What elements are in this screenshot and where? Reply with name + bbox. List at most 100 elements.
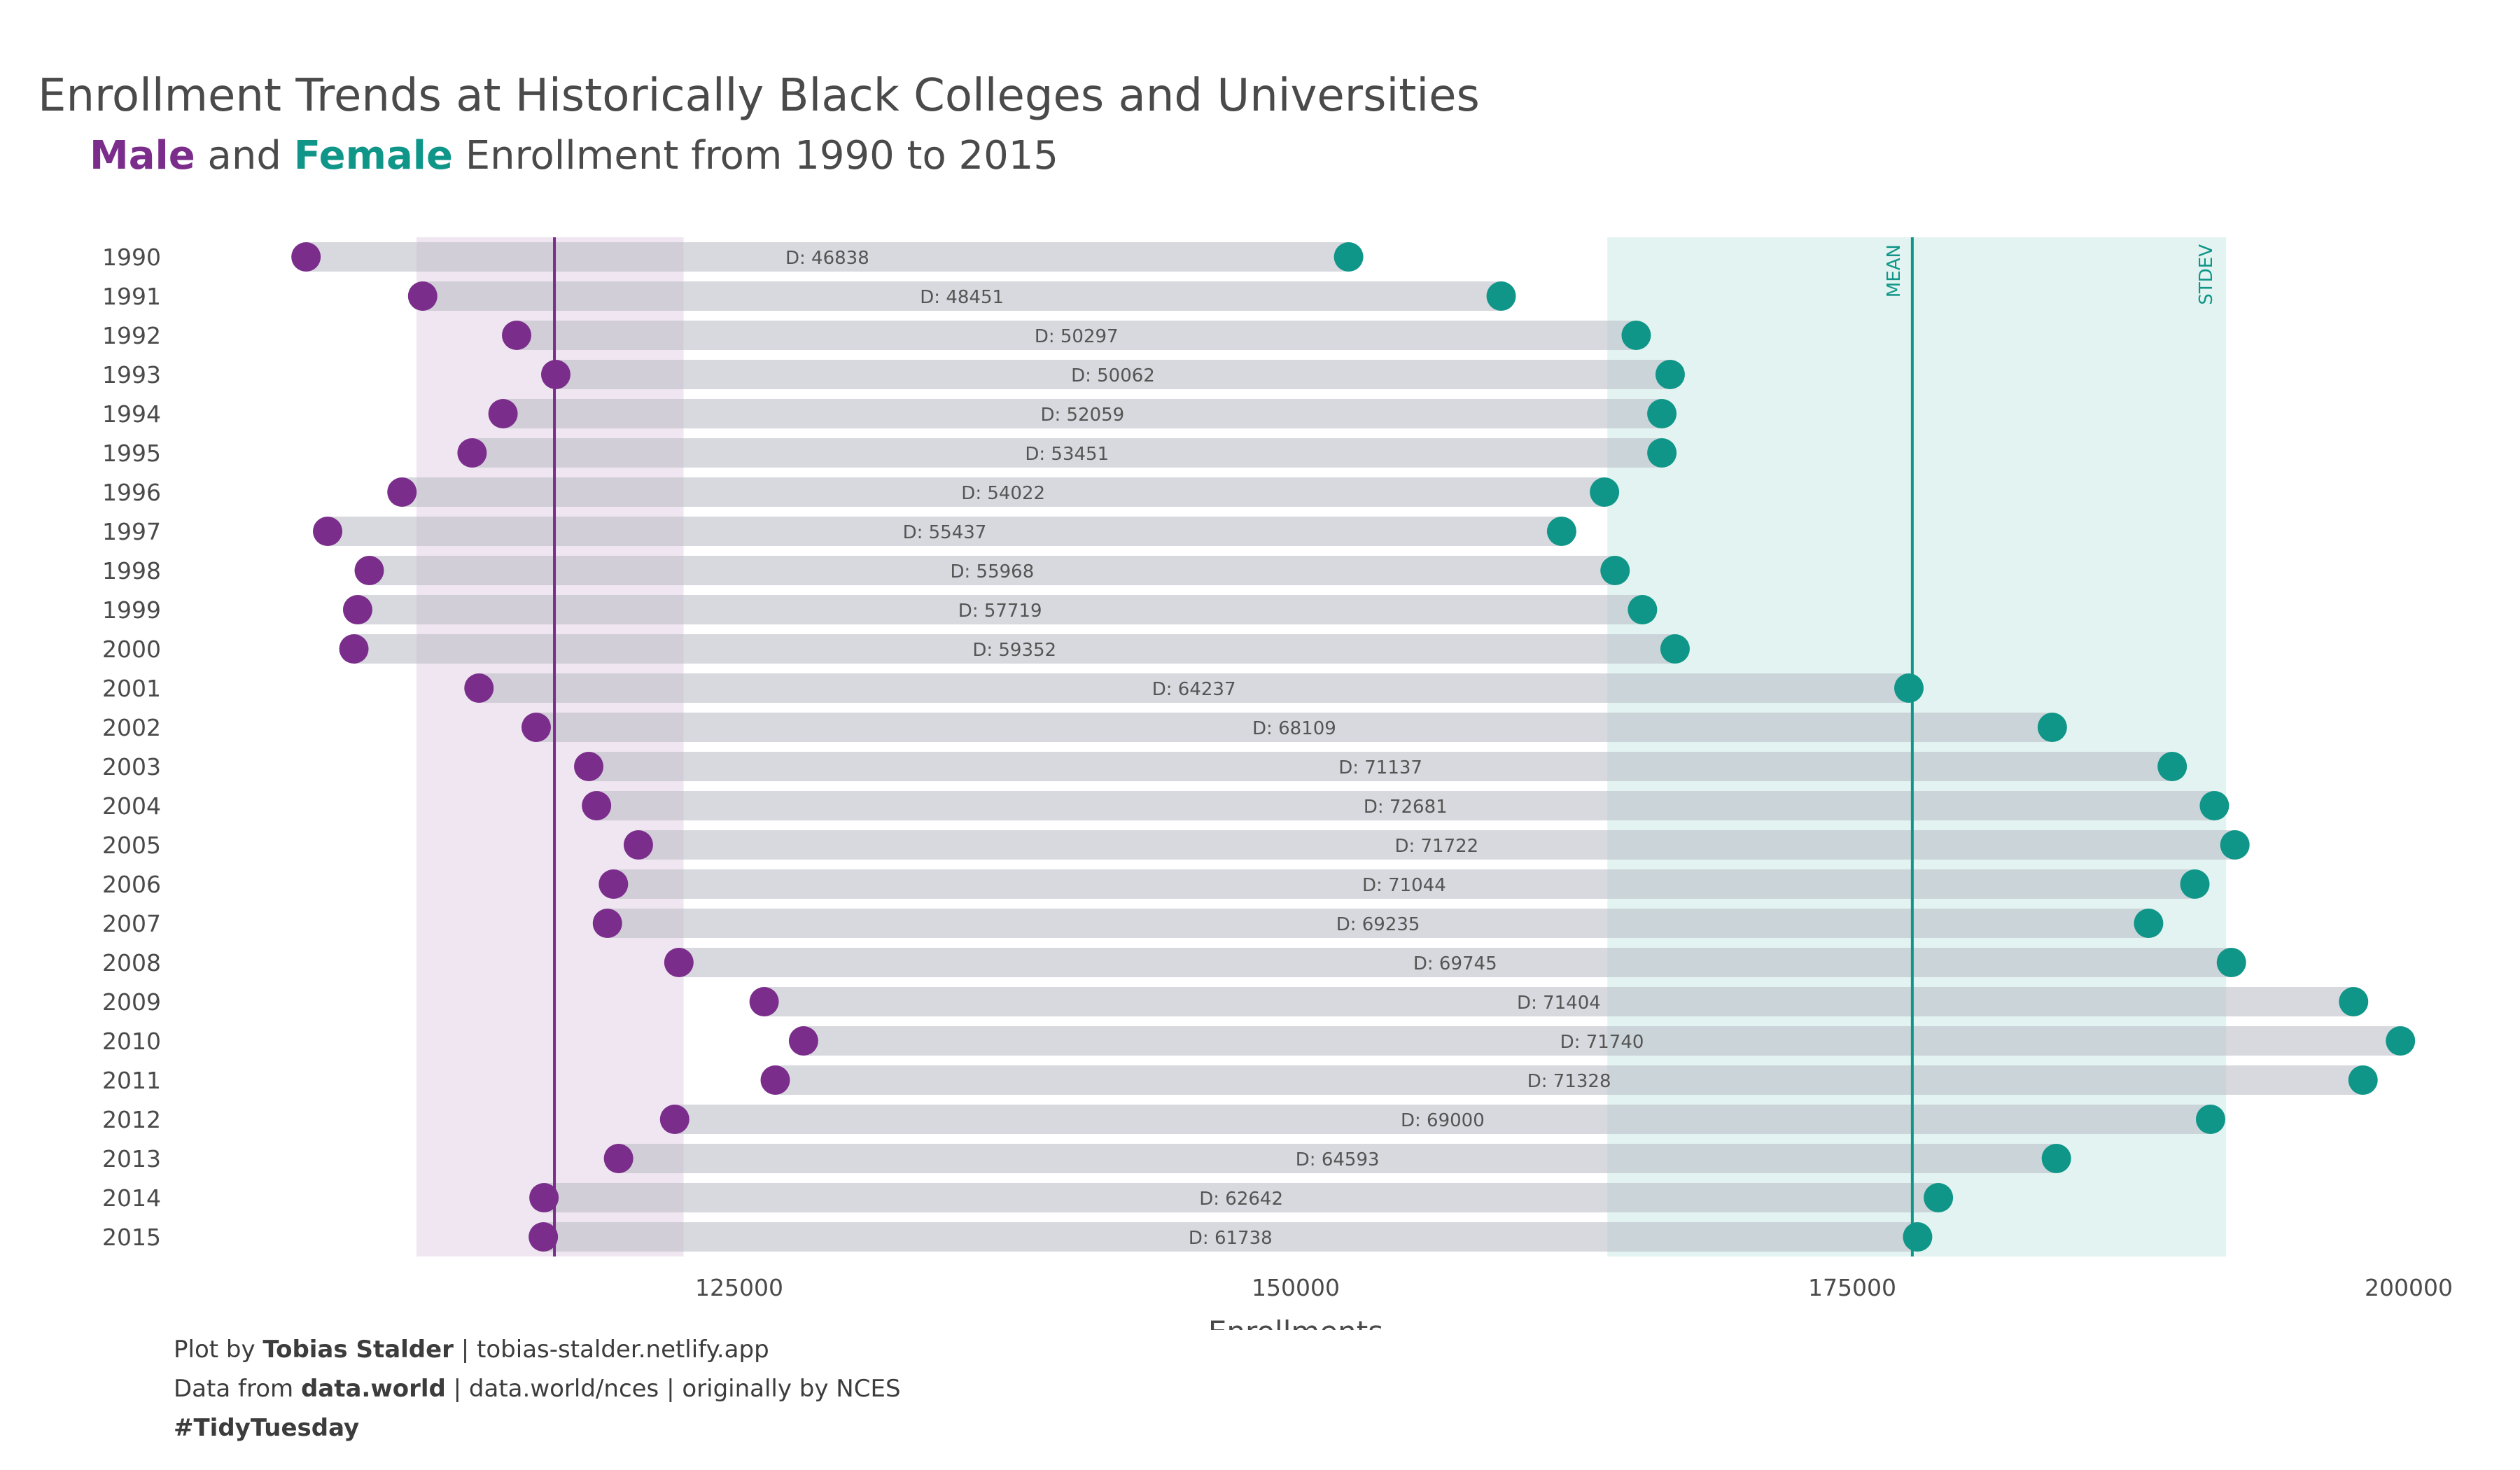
year-label: 1997 bbox=[102, 518, 161, 545]
male-point bbox=[457, 438, 487, 468]
difference-label: D: 59352 bbox=[972, 640, 1056, 661]
difference-bar bbox=[638, 830, 2235, 860]
year-label: 2006 bbox=[102, 871, 161, 898]
male-point bbox=[339, 634, 369, 664]
female-point bbox=[2386, 1026, 2416, 1056]
difference-bar bbox=[422, 281, 1502, 311]
male-point bbox=[313, 517, 343, 546]
male-point bbox=[521, 713, 551, 742]
chart-subtitle: Male and Female Enrollment from 1990 to … bbox=[90, 133, 1058, 178]
year-label: 1993 bbox=[102, 361, 161, 388]
difference-bar bbox=[607, 909, 2149, 938]
caption-hashtag: #TidyTuesday bbox=[174, 1414, 360, 1442]
difference-bar bbox=[503, 399, 1662, 428]
subtitle-male-word: Male bbox=[90, 133, 195, 178]
caption-plot-by: Plot by bbox=[174, 1336, 255, 1364]
difference-label: D: 54022 bbox=[961, 483, 1045, 504]
difference-label: D: 71137 bbox=[1338, 757, 1422, 778]
subtitle-and-word: and bbox=[207, 133, 281, 178]
difference-bar bbox=[613, 869, 2195, 899]
male-point bbox=[603, 1144, 634, 1173]
x-axis-title: Enrollments bbox=[1208, 1315, 1383, 1330]
difference-bar bbox=[764, 987, 2354, 1016]
female-point bbox=[2157, 752, 2188, 781]
year-label: 2010 bbox=[102, 1028, 161, 1055]
female-point bbox=[1647, 399, 1677, 428]
difference-label: D: 64593 bbox=[1296, 1149, 1380, 1170]
dumbbell-chart: MEAN STDEV D: 46838 1990 D: 48451 1991 D: 5029… bbox=[102, 237, 2453, 1330]
female-point bbox=[1903, 1222, 1933, 1252]
year-label: 2012 bbox=[102, 1106, 161, 1133]
female-point bbox=[1655, 360, 1685, 389]
year-label: 2005 bbox=[102, 832, 161, 859]
year-label: 2000 bbox=[102, 636, 161, 663]
x-tick-label: 125000 bbox=[695, 1274, 783, 1301]
female-point bbox=[1924, 1183, 1954, 1212]
male-stdev-band bbox=[416, 237, 684, 1256]
x-tick-label: 175000 bbox=[1808, 1274, 1896, 1301]
female-point bbox=[2037, 713, 2067, 742]
male-point bbox=[528, 1222, 559, 1252]
female-point bbox=[2220, 830, 2250, 860]
male-point bbox=[582, 791, 612, 820]
year-label: 1991 bbox=[102, 283, 161, 310]
year-label: 1995 bbox=[102, 440, 161, 467]
caption-data-from: Data from bbox=[174, 1375, 294, 1403]
difference-bar bbox=[775, 1065, 2363, 1095]
difference-label: D: 69235 bbox=[1336, 914, 1420, 935]
difference-bar bbox=[369, 556, 1616, 585]
male-point bbox=[407, 281, 438, 311]
year-label: 2004 bbox=[102, 792, 161, 820]
difference-label: D: 69745 bbox=[1413, 953, 1497, 974]
difference-bar bbox=[803, 1026, 2401, 1056]
difference-label: D: 71404 bbox=[1517, 993, 1601, 1014]
difference-label: D: 50062 bbox=[1071, 365, 1155, 386]
female-point bbox=[2348, 1065, 2378, 1095]
difference-label: D: 50297 bbox=[1035, 326, 1119, 347]
difference-label: D: 71740 bbox=[1560, 1032, 1644, 1053]
difference-label: D: 71044 bbox=[1362, 875, 1446, 896]
year-label: 2011 bbox=[102, 1067, 161, 1094]
male-point bbox=[529, 1183, 559, 1212]
caption-data-source: data.world bbox=[300, 1375, 446, 1403]
male-point bbox=[488, 399, 518, 428]
difference-bar bbox=[357, 595, 1643, 624]
female-point bbox=[1621, 321, 1651, 350]
male-point bbox=[788, 1026, 818, 1056]
male-point bbox=[592, 909, 622, 938]
male-point bbox=[623, 830, 653, 860]
difference-label: D: 68109 bbox=[1252, 718, 1336, 739]
difference-bar bbox=[354, 634, 1675, 664]
difference-bar bbox=[678, 948, 2232, 977]
female-point bbox=[1628, 595, 1658, 624]
female-point bbox=[2339, 987, 2369, 1016]
stdev-label: STDEV bbox=[2196, 244, 2217, 305]
year-label: 1990 bbox=[102, 244, 161, 271]
year-label: 2015 bbox=[102, 1224, 161, 1251]
difference-label: D: 61738 bbox=[1189, 1228, 1273, 1249]
year-label: 2013 bbox=[102, 1145, 161, 1172]
caption-author-site: | tobias-stalder.netlify.app bbox=[461, 1336, 769, 1364]
difference-label: D: 52059 bbox=[1040, 405, 1124, 426]
difference-label: D: 53451 bbox=[1025, 444, 1109, 465]
male-point bbox=[464, 673, 494, 703]
male-point bbox=[598, 869, 629, 899]
female-point bbox=[1590, 477, 1620, 507]
female-point bbox=[2216, 948, 2246, 977]
difference-label: D: 72681 bbox=[1364, 797, 1448, 818]
female-point bbox=[2041, 1144, 2071, 1173]
difference-bar bbox=[536, 713, 2052, 742]
year-label: 2009 bbox=[102, 988, 161, 1016]
year-label: 2003 bbox=[102, 753, 161, 780]
female-point bbox=[1660, 634, 1690, 664]
year-label: 2007 bbox=[102, 910, 161, 937]
difference-label: D: 69000 bbox=[1401, 1110, 1485, 1131]
difference-label: D: 46838 bbox=[785, 248, 869, 269]
difference-bar bbox=[517, 321, 1637, 350]
caption-line-1: Plot by Tobias Stalder | tobias-stalder.… bbox=[174, 1336, 769, 1364]
year-label: 2002 bbox=[102, 714, 161, 741]
male-point bbox=[291, 242, 321, 272]
year-label: 2014 bbox=[102, 1184, 161, 1212]
x-tick-label: 200000 bbox=[2365, 1274, 2453, 1301]
difference-label: D: 55968 bbox=[950, 561, 1034, 582]
